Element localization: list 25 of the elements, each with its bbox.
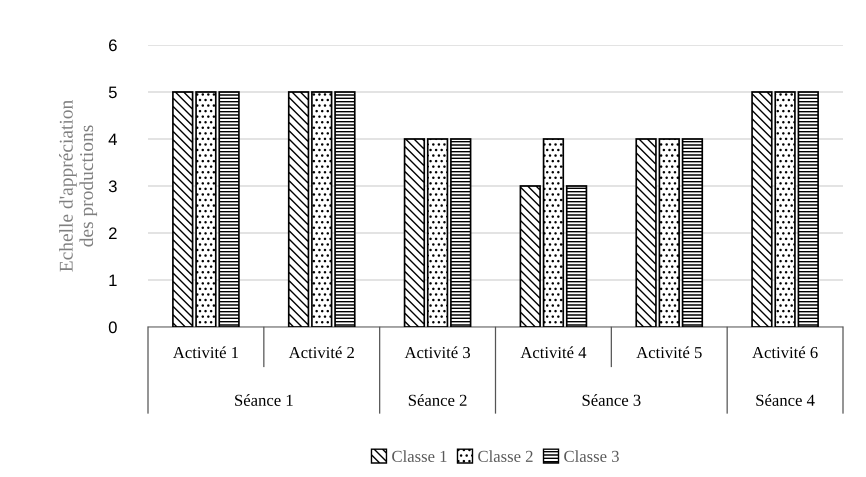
text: Séance 1	[235, 394, 293, 406]
text: Séance 2	[408, 394, 467, 406]
bar	[218, 91, 240, 327]
y-tick-label: 5	[108, 86, 117, 98]
legend-label: Classe 1	[392, 450, 446, 462]
legend-label: Classe 3	[564, 450, 619, 462]
x-tick-label: Activité 5	[636, 346, 702, 358]
y-tick-label: 4	[108, 134, 117, 146]
x-tick-label: Activité 6	[752, 346, 818, 358]
legend-label: Classe 2	[478, 450, 533, 462]
text: Séance 3	[582, 394, 641, 406]
bar	[751, 91, 773, 327]
x-tick-label: Activité 4	[520, 346, 586, 358]
y-tick-label: 3	[108, 180, 117, 192]
y-axis-title: Echelle d'appréciation des productions	[59, 100, 98, 272]
bar	[566, 185, 588, 327]
y-tick-label: 1	[109, 274, 117, 286]
y-tick-label: 2	[109, 227, 117, 240]
x-tick-label: Activité 3	[404, 346, 470, 358]
x-tick-label: Activité 2	[288, 346, 354, 358]
y-tick-label: 6	[109, 39, 117, 52]
x-tick-label: Activité 1	[172, 346, 238, 358]
text: Séance 4	[756, 394, 815, 406]
y-tick-label: 0	[108, 321, 117, 334]
bar	[404, 138, 426, 327]
